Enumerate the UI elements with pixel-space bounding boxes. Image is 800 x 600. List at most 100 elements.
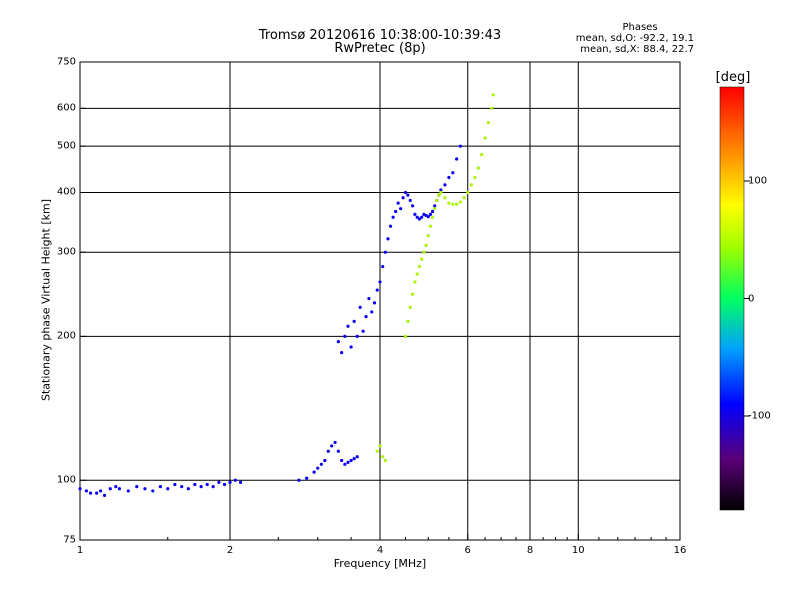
x-axis-label: Frequency [MHz]: [333, 557, 427, 570]
o-mode-point: [102, 493, 107, 497]
x-mode-point: [462, 196, 466, 200]
colorbar-tick-label: 0: [748, 293, 755, 304]
o-mode-point: [358, 305, 362, 309]
o-mode-point: [443, 183, 447, 187]
o-mode-point: [439, 188, 443, 192]
x-mode-point: [375, 449, 379, 453]
o-mode-point: [228, 480, 232, 484]
o-mode-point: [205, 482, 209, 487]
y-tick-label: 750: [56, 56, 76, 68]
x-tick-label: 10: [571, 545, 585, 556]
x-mode-point: [435, 198, 439, 203]
o-mode-point: [114, 485, 118, 489]
x-mode-point: [383, 458, 387, 463]
x-mode-point: [439, 190, 443, 195]
x-mode-point: [408, 305, 412, 309]
o-mode-point: [135, 485, 139, 489]
o-mode-point: [346, 324, 350, 328]
o-mode-point: [126, 489, 130, 493]
o-mode-point: [388, 224, 393, 228]
o-mode-point: [222, 482, 227, 487]
o-mode-point: [375, 288, 379, 292]
y-tick-label: 500: [56, 140, 76, 152]
o-mode-point: [361, 329, 365, 333]
colorbar-label: [deg]: [715, 70, 751, 85]
o-mode-point: [186, 487, 190, 491]
o-mode-point: [78, 487, 82, 491]
o-mode-point: [88, 491, 93, 495]
o-mode-point: [391, 215, 395, 219]
o-mode-point: [343, 462, 347, 466]
o-mode-point: [108, 487, 112, 491]
o-mode-point: [173, 482, 177, 487]
x-mode-point: [426, 233, 430, 238]
x-mode-point: [381, 455, 385, 459]
o-mode-point: [447, 175, 451, 180]
o-mode-point: [367, 296, 371, 301]
chart-subtitle: RwPretec (8p): [334, 41, 426, 56]
x-mode-point: [378, 444, 382, 448]
o-mode-point: [372, 301, 377, 305]
o-mode-point: [84, 489, 88, 493]
o-mode-point: [336, 449, 340, 453]
o-mode-point: [323, 458, 327, 463]
x-mode-point: [486, 121, 490, 125]
o-mode-point: [394, 209, 398, 214]
x-mode-point: [473, 175, 477, 180]
o-mode-point: [401, 196, 405, 200]
o-mode-point: [458, 144, 463, 148]
o-mode-point: [158, 485, 163, 489]
o-mode-point: [312, 470, 316, 474]
o-mode-point: [340, 350, 344, 355]
o-mode-point: [410, 204, 415, 208]
x-mode-point: [476, 166, 480, 170]
y-tick-label: 100: [56, 474, 76, 486]
o-mode-point: [381, 264, 385, 269]
o-mode-point: [364, 315, 368, 319]
o-mode-point: [117, 487, 122, 491]
o-mode-point: [406, 193, 410, 197]
o-mode-point: [370, 310, 374, 314]
o-mode-point: [166, 487, 170, 491]
x-mode-point: [433, 207, 437, 211]
o-mode-point: [428, 212, 433, 216]
o-mode-point: [217, 480, 221, 484]
o-mode-point: [95, 491, 99, 495]
o-mode-point: [378, 280, 382, 284]
x-tick-label: 4: [376, 545, 384, 556]
o-mode-point: [333, 440, 337, 445]
x-mode-point: [428, 224, 433, 228]
y-tick-label: 600: [56, 102, 76, 114]
x-mode-point: [469, 183, 473, 187]
o-mode-point: [433, 204, 437, 208]
y-tick-label: 300: [56, 246, 76, 258]
o-mode-point: [349, 345, 353, 349]
axis-ticks: [79, 61, 681, 541]
o-mode-point: [451, 171, 455, 175]
colorbar-tick-label: -100: [748, 410, 771, 422]
x-mode-point: [415, 272, 419, 276]
o-mode-point: [238, 480, 243, 484]
o-mode-point: [340, 458, 344, 463]
x-mode-point: [413, 280, 417, 284]
x-tick-label: 1: [76, 545, 84, 556]
o-mode-point: [330, 444, 334, 448]
o-mode-point: [355, 455, 359, 459]
o-mode-point: [346, 460, 350, 464]
o-mode-point: [343, 334, 347, 338]
o-mode-point: [413, 212, 417, 216]
o-mode-point: [316, 466, 320, 470]
o-mode-point: [199, 485, 203, 489]
o-mode-point: [336, 340, 340, 344]
x-mode-point: [455, 202, 459, 206]
data-points: [78, 93, 495, 497]
o-mode-point: [420, 215, 424, 219]
x-mode-point: [420, 257, 424, 261]
x-mode-point: [437, 193, 441, 197]
chart-title: Tromsø 20120616 10:38:00-10:39:43: [258, 28, 502, 43]
y-axis-label: Stationary phase Virtual Height [km]: [39, 198, 53, 402]
phases-x-stats: mean, sd,X: 88.4, 22.7: [580, 44, 694, 55]
o-mode-point: [143, 487, 147, 491]
o-mode-point: [399, 207, 403, 211]
o-mode-point: [403, 190, 408, 195]
